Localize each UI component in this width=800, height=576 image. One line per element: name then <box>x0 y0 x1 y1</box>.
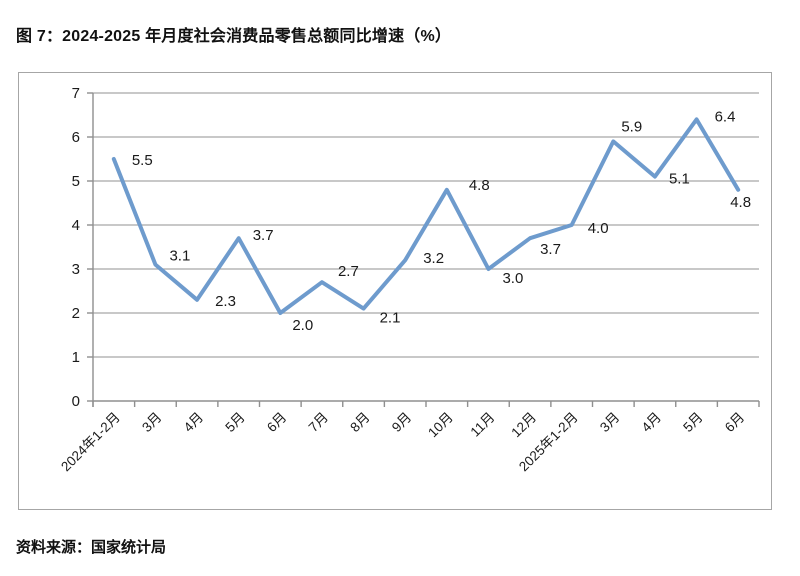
x-tick-label: 3月 <box>597 410 622 435</box>
x-tick-label: 12月 <box>508 410 539 441</box>
y-tick-label: 5 <box>72 173 80 190</box>
data-point-label: 5.9 <box>621 118 642 135</box>
data-point-label: 2.3 <box>215 293 236 310</box>
data-point-label: 3.0 <box>502 270 523 287</box>
x-tick-label: 5月 <box>680 410 705 435</box>
data-point-label: 3.7 <box>253 227 274 244</box>
y-tick-label: 3 <box>72 261 80 278</box>
data-point-label: 6.4 <box>715 108 736 125</box>
x-tick-label: 6月 <box>722 410 747 435</box>
y-tick-label: 6 <box>72 129 80 146</box>
data-point-label: 4.0 <box>588 220 609 237</box>
x-tick-label: 4月 <box>181 410 206 435</box>
data-point-label: 2.7 <box>338 263 359 280</box>
data-point-label: 4.8 <box>469 177 490 194</box>
x-tick-label: 11月 <box>467 410 497 440</box>
data-point-label: 3.1 <box>169 248 190 265</box>
y-axis-labels: 0 1 2 3 4 5 6 7 <box>72 85 80 410</box>
x-tick-label: 8月 <box>347 410 372 435</box>
x-tick-label: 5月 <box>222 410 247 435</box>
y-tick-label: 1 <box>72 349 80 366</box>
data-line <box>111 117 741 315</box>
data-point-label: 5.5 <box>132 152 153 169</box>
y-tick-label: 7 <box>72 85 80 102</box>
data-point-label: 2.0 <box>292 317 313 334</box>
data-point-label: 5.1 <box>669 171 690 188</box>
axes <box>87 92 760 407</box>
data-point-label: 3.7 <box>540 241 561 258</box>
data-labels: 5.5 3.1 2.3 3.7 2.0 2.7 2.1 3.2 4.8 3.0 3.7 4.0 5.9 5… <box>132 108 751 334</box>
x-tick-label: 9月 <box>389 410 414 435</box>
x-tick-label: 10月 <box>425 410 456 441</box>
chart-frame: 0 1 2 3 4 5 6 7 2024年1-2月 3月 4月 5月 6月 7月 8月 9月 10月 11月 12月… <box>18 72 772 510</box>
data-point-label: 3.2 <box>423 250 444 267</box>
figure-title: 图 7：2024-2025 年月度社会消费品零售总额同比增速（%） <box>16 28 452 45</box>
data-point-label: 4.8 <box>730 194 751 211</box>
gridlines <box>93 92 759 358</box>
x-tick-label: 2024年1-2月 <box>58 410 123 475</box>
y-tick-label: 2 <box>72 305 80 322</box>
y-tick-label: 0 <box>72 393 80 410</box>
x-axis-labels: 2024年1-2月 3月 4月 5月 6月 7月 8月 9月 10月 11月 12月2025年1-2… <box>58 410 747 475</box>
data-point-label: 2.1 <box>380 310 401 327</box>
line-chart: 0 1 2 3 4 5 6 7 2024年1-2月 3月 4月 5月 6月 7月 8月 9月 10月 11月 12月… <box>58 85 760 475</box>
y-tick-label: 4 <box>72 217 80 234</box>
source-note: 资料来源：国家统计局 <box>16 539 167 556</box>
x-tick-label: 4月 <box>639 410 664 435</box>
x-tick-label: 6月 <box>264 410 289 435</box>
x-tick-label: 7月 <box>306 410 331 435</box>
x-tick-label: 3月 <box>139 410 164 435</box>
